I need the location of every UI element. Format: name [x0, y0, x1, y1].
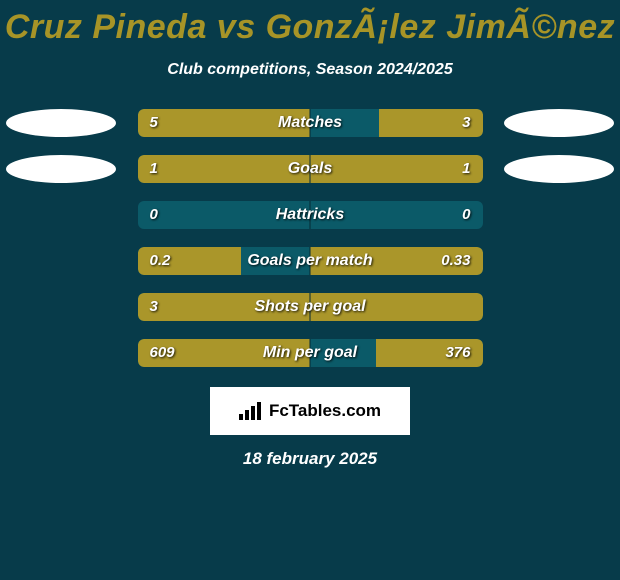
- stat-row: Hattricks00: [0, 201, 620, 229]
- bars-icon: [239, 402, 261, 420]
- watermark: FcTables.com: [210, 387, 410, 435]
- stat-bar-left-fill: [138, 155, 311, 183]
- center-divider: [310, 293, 311, 321]
- watermark-text: FcTables.com: [269, 401, 381, 421]
- stat-bar-left-fill: [138, 247, 242, 275]
- stat-bar-track: Goals per match0.20.33: [138, 247, 483, 275]
- player-left-ellipse: [6, 109, 116, 137]
- stat-value-right: 0: [462, 201, 470, 229]
- stat-row: Shots per goal3: [0, 293, 620, 321]
- stat-bar-right-fill: [310, 155, 483, 183]
- stat-bar-left-fill: [138, 109, 311, 137]
- stat-bar-track: Hattricks00: [138, 201, 483, 229]
- date-text: 18 february 2025: [0, 449, 620, 469]
- stat-row: Min per goal609376: [0, 339, 620, 367]
- player-left-ellipse: [6, 155, 116, 183]
- stat-bar-track: Min per goal609376: [138, 339, 483, 367]
- center-divider: [310, 155, 311, 183]
- stat-row: Matches53: [0, 109, 620, 137]
- stat-bar-track: Goals11: [138, 155, 483, 183]
- center-divider: [310, 109, 311, 137]
- stat-bar-left-fill: [138, 293, 311, 321]
- center-divider: [310, 339, 311, 367]
- stat-value-left: 0: [150, 201, 158, 229]
- stat-rows: Matches53Goals11Hattricks00Goals per mat…: [0, 109, 620, 367]
- stat-bar-left-fill: [138, 339, 311, 367]
- stat-bar-right-fill: [310, 293, 483, 321]
- subtitle: Club competitions, Season 2024/2025: [0, 61, 620, 79]
- stat-bar-track: Matches53: [138, 109, 483, 137]
- stat-row: Goals11: [0, 155, 620, 183]
- center-divider: [310, 247, 311, 275]
- stat-bar-right-fill: [310, 247, 483, 275]
- stat-row: Goals per match0.20.33: [0, 247, 620, 275]
- center-divider: [310, 201, 311, 229]
- stat-bar-track: Shots per goal3: [138, 293, 483, 321]
- comparison-infographic: Cruz Pineda vs GonzÃ¡lez JimÃ©nez Club c…: [0, 0, 620, 580]
- page-title: Cruz Pineda vs GonzÃ¡lez JimÃ©nez: [0, 0, 620, 47]
- player-right-ellipse: [504, 155, 614, 183]
- stat-bar-right-fill: [376, 339, 483, 367]
- player-right-ellipse: [504, 109, 614, 137]
- stat-bar-right-fill: [379, 109, 483, 137]
